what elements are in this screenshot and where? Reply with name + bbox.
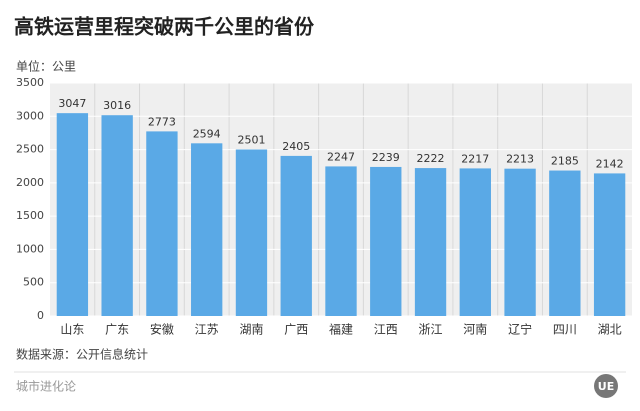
bar <box>280 155 312 316</box>
value-label: 3047 <box>58 97 86 110</box>
x-tick-label: 河南 <box>463 322 487 337</box>
x-tick-label: 江苏 <box>195 323 219 337</box>
bar <box>191 143 223 316</box>
value-label: 2185 <box>551 155 579 168</box>
footer: 城市进化论 <box>16 379 76 394</box>
x-tick-label: 湖南 <box>239 322 263 337</box>
y-tick-label: 2500 <box>16 143 44 156</box>
bar <box>146 131 178 316</box>
value-label: 2142 <box>596 157 624 170</box>
chart-subtitle: 单位：公里 <box>16 59 76 74</box>
bar <box>504 168 536 316</box>
source: 数据来源：公开信息统计 <box>16 347 148 362</box>
value-label: 2773 <box>148 115 176 128</box>
value-label: 2501 <box>237 134 265 147</box>
bar <box>101 115 133 316</box>
bar <box>414 168 447 316</box>
bar <box>370 166 402 316</box>
x-tick-label: 广东 <box>105 323 129 337</box>
bar <box>325 166 357 316</box>
x-tick-label: 江西 <box>374 323 398 337</box>
x-tick-label: 辽宁 <box>508 322 532 337</box>
y-tick-label: 1000 <box>16 242 44 255</box>
chart-title: 高铁运营里程突破两千公里的省份 <box>14 15 315 39</box>
x-tick-label: 湖北 <box>598 322 622 337</box>
value-label: 2594 <box>193 127 221 140</box>
x-tick-label: 浙江 <box>419 323 443 337</box>
x-tick-label: 广西 <box>284 323 308 337</box>
y-tick-label: 0 <box>37 309 44 322</box>
value-label: 3016 <box>103 99 131 112</box>
x-tick-label: 安徽 <box>150 322 174 337</box>
bar <box>459 168 491 316</box>
logo: UE <box>594 374 618 398</box>
value-label: 2222 <box>417 152 445 165</box>
value-label: 2247 <box>327 150 355 163</box>
x-tick-label: 山东 <box>60 323 84 337</box>
bar <box>235 149 268 316</box>
value-label: 2217 <box>461 152 489 165</box>
y-tick-label: 500 <box>23 276 44 289</box>
value-label: 2239 <box>372 151 400 164</box>
y-tick-label: 3500 <box>16 76 44 89</box>
y-tick-label: 2000 <box>16 176 44 189</box>
bar <box>549 170 581 316</box>
bar <box>593 173 626 316</box>
y-tick-label: 1500 <box>16 209 44 222</box>
value-label: 2213 <box>506 153 534 166</box>
value-label: 2405 <box>282 140 310 153</box>
y-tick-label: 3000 <box>16 109 44 122</box>
x-tick-label: 四川 <box>553 323 577 337</box>
svg-text:UE: UE <box>598 380 614 393</box>
x-tick-label: 福建 <box>329 322 353 337</box>
bar <box>56 113 89 316</box>
